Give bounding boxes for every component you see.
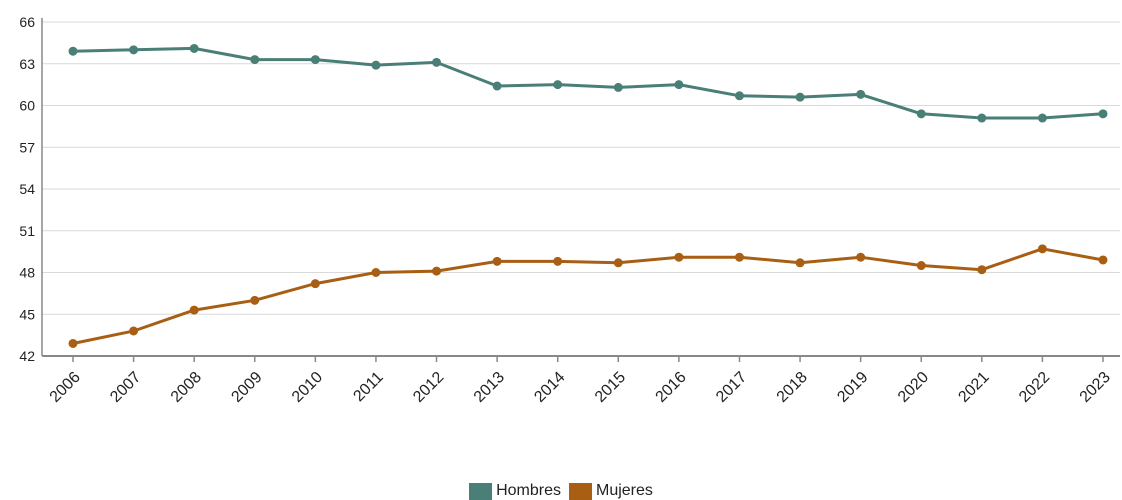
data-point-mujeres[interactable] [796, 259, 804, 267]
series-lines [69, 44, 1107, 347]
gridlines [42, 22, 1120, 314]
y-tick-label: 42 [19, 348, 35, 364]
data-point-hombres[interactable] [493, 82, 501, 90]
legend-label-mujeres: Mujeres [596, 482, 653, 500]
data-point-mujeres[interactable] [735, 253, 743, 261]
x-tick-label: 2008 [168, 369, 205, 406]
data-point-mujeres[interactable] [433, 267, 441, 275]
data-point-hombres[interactable] [1038, 114, 1046, 122]
legend-swatch-hombres [469, 483, 492, 500]
data-point-mujeres[interactable] [917, 262, 925, 270]
y-tick-label: 57 [19, 139, 35, 155]
data-point-mujeres[interactable] [675, 253, 683, 261]
y-tick-label: 48 [19, 265, 35, 281]
data-point-mujeres[interactable] [857, 253, 865, 261]
legend-swatch-mujeres [569, 483, 592, 500]
data-point-mujeres[interactable] [614, 259, 622, 267]
data-point-hombres[interactable] [857, 90, 865, 98]
x-tick-label: 2016 [653, 369, 690, 406]
data-point-hombres[interactable] [251, 56, 259, 64]
data-point-hombres[interactable] [675, 81, 683, 89]
x-tick-label: 2019 [834, 369, 871, 406]
x-tick-label: 2012 [410, 369, 447, 406]
data-point-mujeres[interactable] [251, 296, 259, 304]
series-mujeres [69, 245, 1107, 348]
y-tick-label: 51 [19, 223, 35, 239]
data-point-hombres[interactable] [372, 61, 380, 69]
x-tick-label: 2007 [107, 369, 144, 406]
x-axis-tick-labels: 2006 2007 2008 2009 2010 2011 2012 2013 2014 2015… [47, 369, 1114, 406]
data-point-hombres[interactable] [311, 56, 319, 64]
x-tick-label: 2015 [592, 369, 629, 406]
x-tick-label: 2021 [955, 369, 992, 406]
data-point-mujeres[interactable] [372, 269, 380, 277]
y-tick-label: 63 [19, 56, 35, 72]
data-point-mujeres[interactable] [190, 306, 198, 314]
data-point-mujeres[interactable] [1038, 245, 1046, 253]
data-point-mujeres[interactable] [1099, 256, 1107, 264]
x-tick-label: 2020 [895, 369, 932, 406]
y-axis-tick-labels: 42 45 48 51 54 57 60 63 66 [19, 14, 35, 364]
x-tick-label: 2009 [228, 369, 265, 406]
series-hombres [69, 44, 1107, 122]
data-point-hombres[interactable] [190, 44, 198, 52]
data-point-hombres[interactable] [735, 92, 743, 100]
axes [42, 18, 1120, 362]
x-tick-label: 2018 [774, 369, 811, 406]
data-point-hombres[interactable] [978, 114, 986, 122]
data-point-hombres[interactable] [1099, 110, 1107, 118]
legend-label-hombres: Hombres [496, 482, 561, 500]
data-point-mujeres[interactable] [311, 280, 319, 288]
legend: Hombres Mujeres [0, 482, 1122, 500]
legend-item-mujeres[interactable]: Mujeres [569, 482, 653, 500]
x-tick-label: 2022 [1016, 369, 1053, 406]
data-point-hombres[interactable] [614, 83, 622, 91]
data-point-hombres[interactable] [130, 46, 138, 54]
data-point-hombres[interactable] [917, 110, 925, 118]
x-tick-label: 2010 [289, 369, 326, 406]
data-point-mujeres[interactable] [554, 257, 562, 265]
series-line-hombres [73, 48, 1103, 118]
y-tick-label: 60 [19, 98, 35, 114]
x-tick-label: 2013 [471, 369, 508, 406]
x-tick-label: 2006 [47, 369, 84, 406]
series-line-mujeres [73, 249, 1103, 344]
y-tick-label: 45 [19, 306, 35, 322]
x-tick-label: 2023 [1077, 369, 1114, 406]
y-tick-label: 66 [19, 14, 35, 30]
y-tick-label: 54 [19, 181, 35, 197]
x-tick-label: 2011 [350, 369, 386, 405]
x-tick-label: 2017 [713, 369, 750, 406]
data-point-mujeres[interactable] [69, 339, 77, 347]
data-point-hombres[interactable] [554, 81, 562, 89]
data-point-hombres[interactable] [796, 93, 804, 101]
x-tick-label: 2014 [531, 369, 568, 406]
legend-item-hombres[interactable]: Hombres [469, 482, 561, 500]
data-point-hombres[interactable] [433, 58, 441, 66]
data-point-mujeres[interactable] [130, 327, 138, 335]
data-point-mujeres[interactable] [978, 266, 986, 274]
data-point-hombres[interactable] [69, 47, 77, 55]
data-point-mujeres[interactable] [493, 257, 501, 265]
